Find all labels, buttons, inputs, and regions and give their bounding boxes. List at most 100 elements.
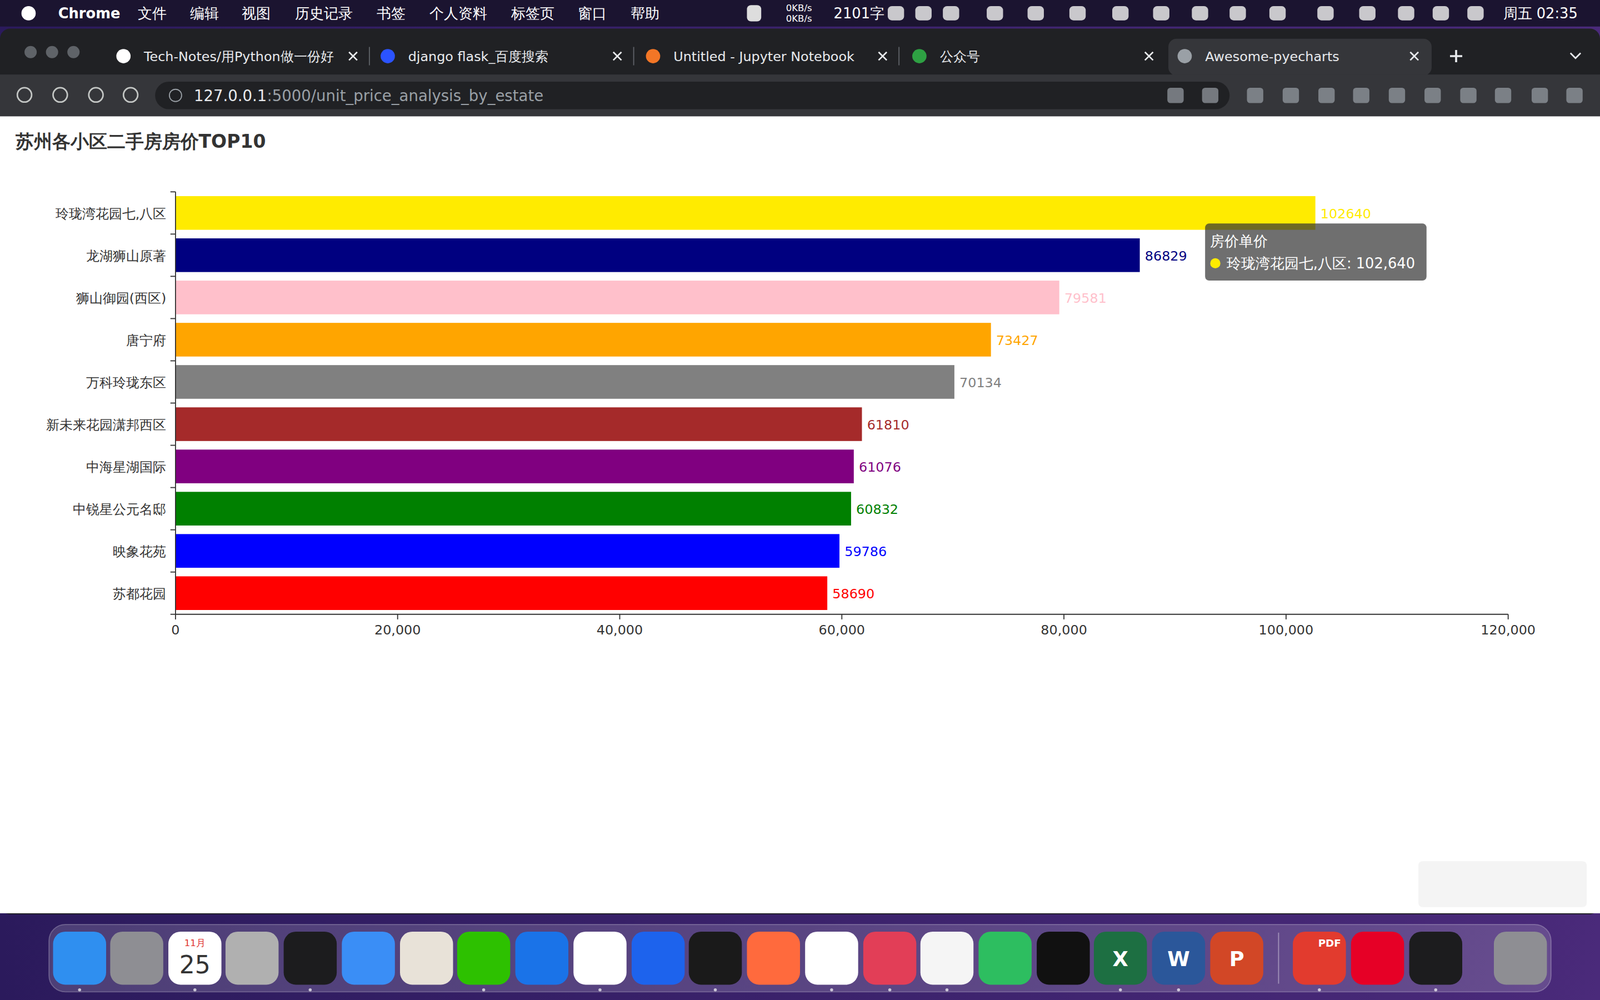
status-icon[interactable]: [915, 6, 932, 21]
status-icon[interactable]: [1317, 6, 1334, 21]
dock-icon[interactable]: [283, 931, 338, 985]
tab[interactable]: Tech-Notes/用Python做一份好: [116, 46, 370, 65]
x-tick: [397, 614, 399, 620]
tab[interactable]: Awesome-pyecharts: [1168, 38, 1432, 76]
dock-icon[interactable]: [1409, 931, 1463, 985]
address-bar[interactable]: [155, 81, 1230, 110]
x-tick: [1063, 614, 1065, 620]
status-icon[interactable]: [1191, 6, 1208, 21]
dock-icon[interactable]: [978, 931, 1032, 985]
dock-icon[interactable]: [863, 931, 917, 985]
toolbar-icon[interactable]: [1531, 87, 1548, 104]
status-icon[interactable]: [1229, 6, 1246, 21]
dock-icon[interactable]: [1093, 931, 1148, 985]
url-host: 127.0.0.1: [193, 86, 267, 105]
status-icon[interactable]: [1359, 6, 1376, 21]
dock-icon[interactable]: [805, 931, 859, 985]
x-tick-label: 60,000: [818, 622, 866, 638]
toolbar-icon[interactable]: [1388, 87, 1405, 104]
category-label: 映象花苑: [112, 543, 167, 560]
toolbar-icon[interactable]: [1460, 87, 1477, 104]
notification: [1418, 861, 1587, 908]
toolbar-icon[interactable]: [1167, 87, 1184, 104]
traffic-light[interactable]: [24, 46, 37, 59]
toolbar-icon[interactable]: [1424, 87, 1441, 104]
menu-item[interactable]: 历史记录: [295, 5, 353, 22]
tab-close[interactable]: [1145, 52, 1154, 61]
net-speed: 0KB/s: [786, 2, 813, 14]
menu-item[interactable]: 书签: [376, 5, 406, 22]
tooltip-text: 玲珑湾花园七,八区: 102,640: [1226, 255, 1415, 272]
dock-icon[interactable]: [225, 931, 279, 985]
tab[interactable]: django flask_百度搜索: [380, 46, 634, 65]
menu-item[interactable]: 标签页: [510, 5, 555, 22]
menu-item[interactable]: 个人资料: [429, 5, 488, 22]
new-tab[interactable]: [1450, 50, 1463, 63]
status-icon[interactable]: [887, 6, 904, 21]
toolbar-icon[interactable]: [1318, 87, 1335, 104]
dock-icon[interactable]: [168, 931, 222, 985]
dock-icon[interactable]: [457, 931, 511, 985]
dock-icon[interactable]: [400, 931, 454, 985]
status-icon[interactable]: [1069, 6, 1086, 21]
status-icon[interactable]: [1153, 6, 1170, 21]
dock-icon[interactable]: [746, 931, 800, 985]
pdf-badge: PDF: [1318, 937, 1342, 949]
nav-button[interactable]: [123, 87, 138, 103]
status-icon[interactable]: [1027, 6, 1044, 21]
dock-icon[interactable]: [1292, 931, 1347, 985]
tab-menu[interactable]: [1570, 53, 1581, 59]
dock-icon[interactable]: [1210, 931, 1264, 985]
data-label: 61076: [858, 459, 902, 475]
status-icon[interactable]: [1432, 6, 1449, 21]
tab[interactable]: 公众号: [912, 48, 1153, 65]
menu-item[interactable]: 编辑: [190, 5, 219, 22]
running-dot: [78, 988, 82, 992]
menu-item[interactable]: 窗口: [577, 5, 607, 22]
toolbar-icon[interactable]: [1246, 87, 1263, 104]
dock-icon[interactable]: [573, 931, 627, 985]
tab-close[interactable]: [1410, 52, 1419, 61]
dock-icon[interactable]: [920, 931, 974, 985]
toolbar: [0, 74, 1600, 117]
tab[interactable]: Untitled - Jupyter Notebook: [646, 46, 900, 65]
toolbar-icon[interactable]: [1353, 87, 1370, 104]
dock-icon[interactable]: [1152, 931, 1206, 985]
menu-app[interactable]: Chrome: [58, 5, 121, 22]
nav-button[interactable]: [53, 87, 68, 103]
status-icon[interactable]: [1112, 6, 1129, 21]
status-icon[interactable]: [1269, 6, 1286, 21]
dock-icon[interactable]: [1036, 931, 1090, 985]
tab-close[interactable]: [348, 52, 358, 61]
tab-close[interactable]: [613, 52, 622, 61]
toolbar-icon[interactable]: [1566, 87, 1583, 104]
dock-icon[interactable]: [631, 931, 685, 985]
status-icon[interactable]: [942, 6, 959, 21]
menu-item[interactable]: 文件: [137, 5, 167, 22]
dock-icon[interactable]: [110, 931, 164, 985]
calendar-day: 25: [179, 950, 211, 979]
nav-button[interactable]: [17, 87, 32, 103]
y-tick: [170, 233, 176, 235]
toolbar-icon[interactable]: [1495, 87, 1512, 104]
toolbar-icon[interactable]: [1202, 87, 1219, 104]
traffic-light[interactable]: [67, 46, 80, 59]
dock-icon[interactable]: [341, 931, 395, 985]
dock-icon[interactable]: [688, 931, 743, 985]
traffic-light[interactable]: [46, 46, 59, 59]
status-icon[interactable]: [1397, 6, 1414, 21]
menu-item[interactable]: 视图: [241, 5, 271, 22]
dock-icon[interactable]: [1351, 931, 1405, 985]
status-icon[interactable]: [1467, 6, 1484, 21]
word-letter: W: [1167, 947, 1190, 972]
status-icon[interactable]: [986, 6, 1003, 21]
dock-icon[interactable]: [1493, 931, 1548, 985]
menu-item[interactable]: 帮助: [630, 5, 660, 22]
dock-icon[interactable]: [53, 931, 107, 985]
nav-button[interactable]: [88, 87, 104, 103]
toolbar-icon[interactable]: [1282, 87, 1299, 104]
tooltip-title: 房价单价: [1210, 232, 1268, 250]
tab-close[interactable]: [878, 52, 887, 61]
tab-title: django flask_百度搜索: [408, 48, 549, 65]
dock-icon[interactable]: [515, 931, 569, 985]
